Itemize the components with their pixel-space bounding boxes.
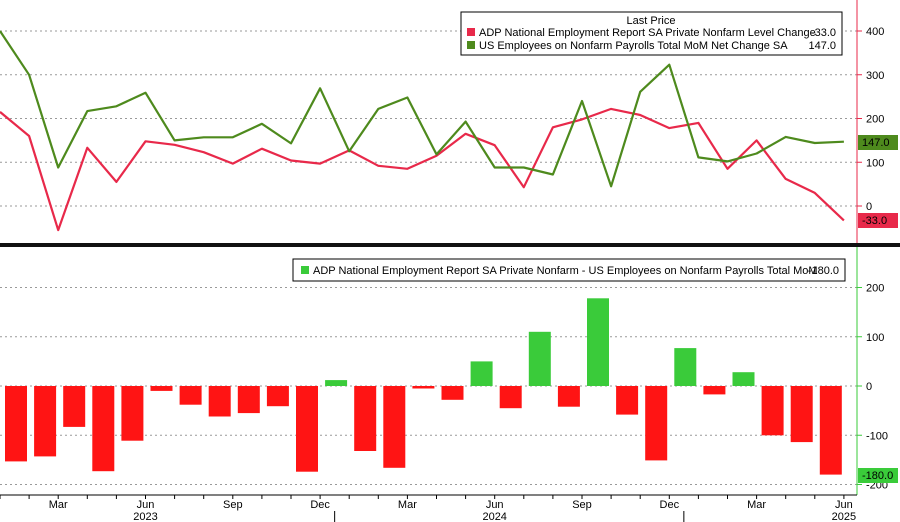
badge-diff-last: -180.0 xyxy=(858,468,898,483)
bar xyxy=(499,386,522,409)
badge-nfp-last: 147.0 xyxy=(858,135,898,150)
bar xyxy=(819,386,842,475)
bottom-bars xyxy=(5,298,842,475)
top-y-tick-label: 300 xyxy=(866,70,884,82)
legend-swatch-nfp xyxy=(467,41,475,49)
top-y-tick-label: 100 xyxy=(866,157,884,169)
bar xyxy=(470,361,493,386)
bar xyxy=(208,386,231,417)
badge-nfp-value: 147.0 xyxy=(862,137,890,149)
legend-swatch-adp xyxy=(467,28,475,36)
top-y-axis-ticks: 0 100 200 300 400 xyxy=(857,26,884,213)
bar xyxy=(587,298,609,386)
x-year-label: 2024 xyxy=(482,511,506,522)
x-month-label: Jun xyxy=(486,499,504,511)
badge-nfp-bg xyxy=(858,135,898,150)
legend-value-adp: -33.0 xyxy=(811,27,836,39)
nfp-series-line xyxy=(0,30,844,188)
legend-title: Last Price xyxy=(627,15,676,27)
bar xyxy=(63,386,86,427)
bar xyxy=(354,386,377,451)
legend-value-diff: -180.0 xyxy=(808,265,839,277)
legend-label-adp: ADP National Employment Report SA Privat… xyxy=(479,27,816,39)
x-month-label: Dec xyxy=(310,499,330,511)
adp-series-line xyxy=(0,107,845,232)
bar xyxy=(121,386,144,441)
legend-label-diff: ADP National Employment Report SA Privat… xyxy=(313,265,818,277)
legend-label-nfp: US Employees on Nonfarm Payrolls Total M… xyxy=(479,40,788,52)
bar xyxy=(325,380,348,386)
badge-adp-bg xyxy=(858,213,898,228)
x-month-label: Sep xyxy=(572,499,592,511)
top-panel: 0 100 200 300 400 Last Price ADP National Em… xyxy=(0,0,898,243)
legend-swatch-diff xyxy=(301,266,309,274)
bar xyxy=(92,386,115,472)
badge-adp-last: -33.0 xyxy=(858,213,898,228)
bar xyxy=(732,372,755,386)
bar xyxy=(528,331,551,386)
bar xyxy=(5,386,27,462)
bottom-y-tick-label: 100 xyxy=(866,332,884,344)
bar xyxy=(790,386,813,443)
bar xyxy=(383,386,406,468)
bar xyxy=(179,386,202,405)
x-month-label: Jun xyxy=(137,499,155,511)
bar xyxy=(557,386,580,407)
top-legend-box xyxy=(460,11,843,56)
bar xyxy=(34,386,57,457)
bottom-y-tick-label: 0 xyxy=(866,381,872,393)
panel-separator xyxy=(0,243,900,247)
x-month-label: Dec xyxy=(660,499,680,511)
bar xyxy=(150,386,173,391)
badge-diff-value: -180.0 xyxy=(862,470,893,482)
top-gridlines xyxy=(0,30,857,207)
bar xyxy=(645,386,668,461)
x-year-label: 2023 xyxy=(133,511,157,522)
badge-diff-bg xyxy=(858,468,898,483)
x-month-label: Sep xyxy=(223,499,243,511)
bottom-y-tick-label: -100 xyxy=(866,430,888,442)
bar xyxy=(296,386,318,472)
bar xyxy=(412,386,435,389)
bar xyxy=(703,386,726,395)
top-legend: Last Price ADP National Employment Repor… xyxy=(460,11,843,56)
top-y-tick-label: 200 xyxy=(866,114,884,126)
x-month-label: Jun xyxy=(835,499,853,511)
x-year-label: 2025 xyxy=(832,511,856,522)
bar xyxy=(266,386,289,407)
x-month-label: Mar xyxy=(398,499,417,511)
x-month-label: Mar xyxy=(747,499,766,511)
bar xyxy=(237,386,260,414)
bottom-y-tick-label: 200 xyxy=(866,283,884,295)
bar xyxy=(674,348,697,386)
bar xyxy=(616,386,639,415)
bar xyxy=(441,386,464,400)
top-y-tick-label: 0 xyxy=(866,201,872,213)
bar xyxy=(761,386,784,436)
bottom-legend-box xyxy=(292,258,846,282)
badge-adp-value: -33.0 xyxy=(862,215,887,227)
top-series-lines xyxy=(0,30,845,232)
x-month-label: Mar xyxy=(49,499,68,511)
legend-value-nfp: 147.0 xyxy=(808,40,836,52)
bottom-legend: ADP National Employment Report SA Privat… xyxy=(292,258,846,282)
top-y-tick-label: 400 xyxy=(866,26,884,38)
